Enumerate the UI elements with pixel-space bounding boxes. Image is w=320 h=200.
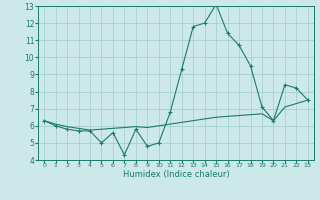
X-axis label: Humidex (Indice chaleur): Humidex (Indice chaleur) xyxy=(123,170,229,179)
